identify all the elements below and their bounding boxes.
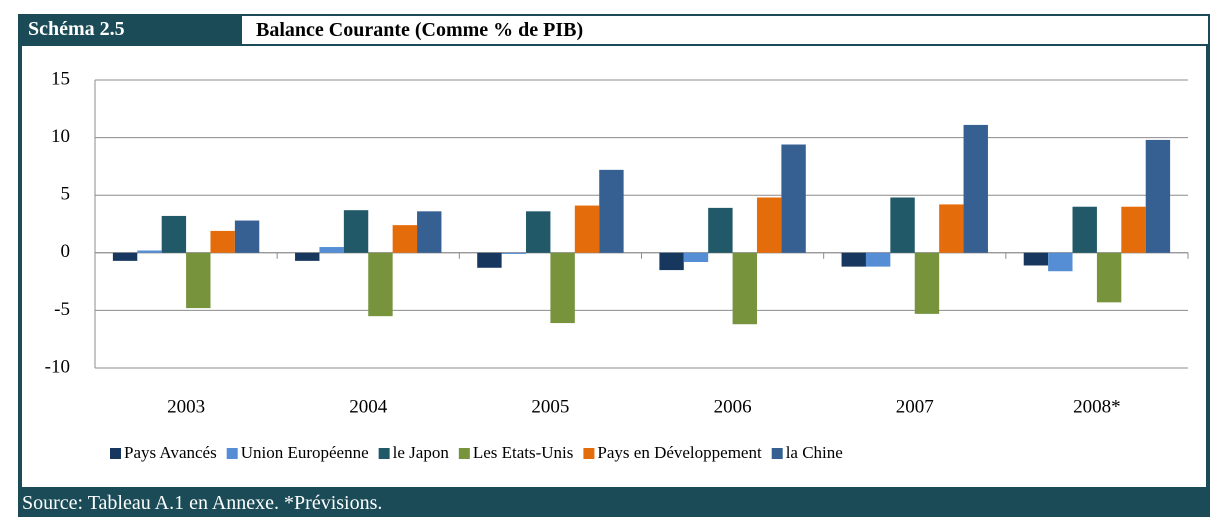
bar [392, 225, 418, 253]
bar [1145, 139, 1171, 253]
bar [319, 247, 344, 253]
bar [914, 252, 940, 314]
legend-label: la Chine [786, 443, 843, 462]
y-tick-label: 15 [51, 68, 70, 89]
bar [477, 252, 502, 268]
bar [683, 252, 709, 263]
legend-label: Les Etats-Unis [473, 443, 574, 462]
x-tick-label: 2007 [896, 396, 934, 417]
y-tick-label: 0 [61, 241, 71, 262]
figure-label: Schéma 2.5 [28, 18, 125, 40]
y-tick-label: -5 [54, 299, 70, 320]
bar [112, 252, 138, 261]
x-tick-label: 2004 [349, 396, 388, 417]
bar [161, 215, 187, 253]
bar [574, 205, 600, 253]
y-tick-label: 5 [61, 184, 71, 205]
bar [526, 211, 551, 253]
legend-swatch [226, 448, 238, 459]
legend-label: Union Européenne [241, 443, 369, 462]
chart: -10 -5 0 5 10 15 2003 2004 2005 2006 2007 2008* Pays… [45, 68, 1189, 462]
y-tick-label: -10 [45, 356, 70, 377]
bar [234, 220, 260, 253]
bar [137, 250, 162, 253]
chart-title: Balance Courante (Comme % de PIB) [242, 16, 1208, 44]
plot-area: -10 -5 0 5 10 15 2003 2004 2005 2006 2007 2008* Pays… [22, 46, 1206, 487]
bar [1023, 252, 1049, 266]
y-tick-label: 10 [51, 126, 70, 147]
x-tick-label: 2008* [1073, 396, 1121, 417]
legend-swatch [110, 448, 121, 459]
bar [1072, 206, 1097, 253]
bar [708, 207, 733, 253]
x-tick-label: 2005 [531, 396, 569, 417]
source-note: Source: Tableau A.1 en Annexe. *Prévisio… [22, 492, 383, 514]
bar [368, 252, 393, 317]
bar [599, 169, 624, 253]
bar [501, 252, 527, 254]
legend-label: Pays en Développement [597, 443, 762, 462]
bar [343, 210, 369, 253]
bar [1121, 206, 1146, 253]
bar [781, 144, 806, 253]
legend-label: Pays Avancés [124, 443, 217, 462]
legend-swatch [458, 448, 470, 459]
legend-swatch [771, 448, 783, 459]
bar [1048, 252, 1073, 272]
frame: Schéma 2.5 Balance Courante (Comme % de … [18, 14, 1210, 517]
bar [295, 252, 320, 261]
bar [659, 252, 684, 271]
legend-swatch [583, 448, 595, 459]
bar [417, 211, 442, 253]
bar [550, 252, 575, 324]
bar [186, 252, 211, 309]
legend-label: le Japon [393, 443, 450, 462]
bar [841, 252, 866, 267]
x-tick-label: 2003 [167, 396, 205, 417]
bar [890, 197, 915, 253]
x-tick-label: 2006 [714, 396, 752, 417]
bar [963, 124, 988, 253]
bar [865, 252, 891, 267]
legend-swatch [378, 448, 390, 459]
bar [1096, 252, 1122, 303]
bar [732, 252, 757, 325]
bar [939, 204, 964, 253]
bar [756, 197, 782, 253]
bar [210, 230, 235, 253]
